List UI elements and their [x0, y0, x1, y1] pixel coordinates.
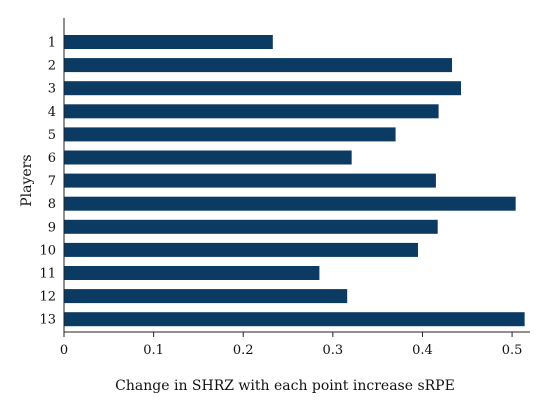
y-tick-label: 5: [48, 128, 56, 143]
bar-player-1: [64, 35, 273, 49]
x-tick-label: 0.4: [412, 343, 433, 358]
y-tick-label: 3: [48, 82, 56, 97]
y-axis-title: Players: [19, 154, 35, 206]
bar-player-9: [64, 219, 438, 234]
x-tick-label: 0.3: [323, 343, 344, 358]
bar-player-11: [64, 266, 320, 280]
x-tick-label: 0: [60, 343, 68, 358]
x-axis-title: Change in SHRZ with each point increase …: [115, 378, 455, 394]
bar-player-7: [64, 173, 436, 188]
bar-player-12: [64, 289, 348, 304]
plot-area: [64, 35, 525, 327]
x-tick-label: 0.1: [143, 343, 164, 358]
bar-player-8: [64, 196, 516, 211]
y-tick-label: 8: [48, 197, 56, 212]
bar-player-10: [64, 242, 418, 257]
y-tick-label: 13: [39, 313, 56, 328]
y-tick-label: 2: [48, 59, 56, 74]
y-tick-label: 11: [39, 267, 56, 282]
y-tick-label: 12: [39, 290, 56, 305]
y-tick-label: 4: [48, 105, 56, 120]
y-tick-label: 7: [48, 174, 56, 189]
bar-player-4: [64, 104, 439, 119]
bar-player-13: [64, 312, 525, 327]
x-tick-label: 0.2: [233, 343, 254, 358]
y-tick-label: 6: [48, 151, 56, 166]
y-tick-label: 1: [48, 36, 56, 51]
y-tick-label: 9: [48, 220, 56, 235]
bar-player-5: [64, 127, 396, 142]
y-tick-label: 10: [39, 243, 56, 258]
bar-player-6: [64, 150, 352, 165]
x-axis-ticks: 0 0.1 0.2 0.3 0.4 0.5: [60, 332, 523, 358]
bar-player-2: [64, 58, 453, 73]
x-tick-label: 0.5: [502, 343, 523, 358]
bar-player-3: [64, 81, 461, 96]
